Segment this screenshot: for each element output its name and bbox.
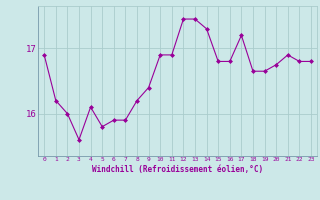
- X-axis label: Windchill (Refroidissement éolien,°C): Windchill (Refroidissement éolien,°C): [92, 165, 263, 174]
